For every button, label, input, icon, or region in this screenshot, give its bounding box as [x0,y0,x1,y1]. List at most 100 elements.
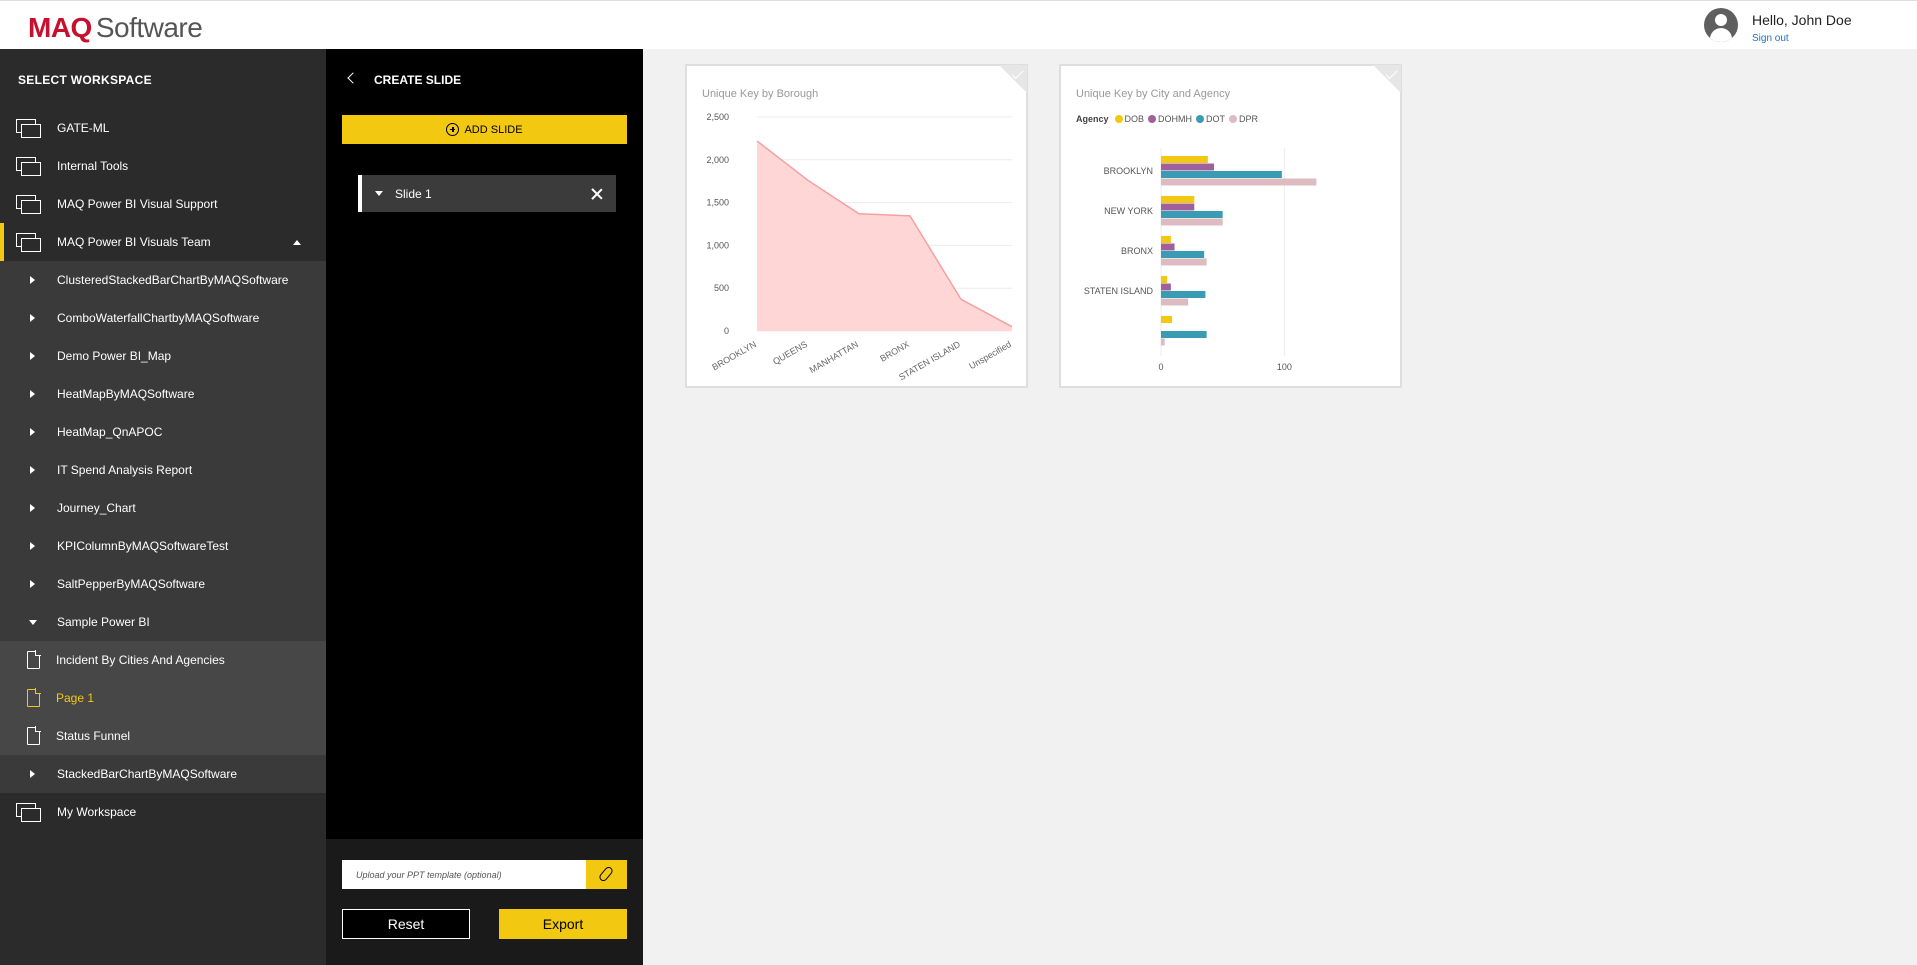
legend-item[interactable]: DOB [1114,114,1144,124]
chevron-right-icon[interactable] [30,580,35,588]
sidebar-item-page[interactable]: Incident By Cities And Agencies [0,641,326,679]
visual-card-borough[interactable]: Unique Key by Borough 0 500 1,000 1,500 2,00… [685,64,1028,388]
add-slide-button[interactable]: ADD SLIDE [342,115,627,144]
create-slide-panel: CREATE SLIDE ADD SLIDE Slide 1 Reset Exp… [326,49,643,965]
legend-item[interactable]: DOHMH [1148,114,1192,124]
chevron-right-icon[interactable] [30,352,35,360]
area-line [756,140,1013,328]
plus-circle-icon [446,123,460,136]
sidebar-item-report[interactable]: StackedBarChartByMAQSoftware [0,755,326,793]
card-select-corner[interactable] [1373,65,1401,93]
maq-software-logo: MAQ Software [28,12,203,44]
sidebar-item-report[interactable]: HeatMap_QnAPOC [0,413,326,451]
chevron-right-icon[interactable] [30,390,35,398]
sidebar-item-label: GATE-ML [57,121,110,135]
panel-title: CREATE SLIDE [374,73,462,87]
sidebar-item-label: ComboWaterfallChartbyMAQSoftware [57,311,260,325]
sidebar-item-report[interactable]: Sample Power BI [0,603,326,641]
sidebar-item-label: Demo Power BI_Map [57,349,172,363]
sidebar-item-workspace[interactable]: GATE-ML [0,109,326,147]
y-tick-label: 500 [714,283,729,293]
sidebar-item-workspace[interactable]: MAQ Power BI Visuals Team [0,223,326,261]
chevron-right-icon[interactable] [30,314,35,322]
workspace-sidebar: SELECT WORKSPACE GATE-ML Internal Tools MA… [0,49,326,965]
chevron-right-icon[interactable] [30,276,35,284]
x-tick-label: Unspecified [967,339,1013,371]
visual-card-city-agency[interactable]: Unique Key by City and Agency Agency DOB… [1059,64,1402,388]
reset-button[interactable]: Reset [342,909,470,939]
ppt-template-input[interactable] [342,860,586,889]
sidebar-item-label: Status Funnel [56,729,131,743]
sidebar-item-label: Sample Power BI [57,615,150,629]
user-avatar-icon[interactable] [1704,8,1738,42]
y-category-label: NEW YORK [1104,206,1153,216]
app-header: MAQ Software Hello, John Doe Sign out [0,0,1917,49]
bar [1161,218,1223,226]
legend-title: Agency [1076,114,1109,124]
bar [1161,276,1168,283]
chevron-down-icon[interactable] [29,620,37,625]
legend-item[interactable]: DPR [1229,114,1258,124]
legend-swatch [1229,115,1238,123]
attach-template-button[interactable] [586,860,627,889]
legend-swatch [1196,115,1205,123]
bar [1161,251,1205,258]
chevron-right-icon[interactable] [30,428,35,436]
sidebar-item-label: Internal Tools [57,159,129,173]
sidebar-item-label: MAQ Power BI Visual Support [57,197,218,211]
chevron-up-icon[interactable] [293,240,301,245]
chevron-right-icon[interactable] [30,542,35,550]
chevron-right-icon[interactable] [30,466,35,474]
area-fill [757,140,1012,331]
sidebar-item-report[interactable]: IT Spend Analysis Report [0,451,326,489]
legend-label: DOHMH [1158,114,1193,124]
y-category-label: BRONX [1121,246,1153,256]
slide-label: Slide 1 [395,187,432,201]
y-tick-label: 1,000 [706,240,729,250]
sign-out-link[interactable]: Sign out [1752,33,1789,44]
sidebar-item-workspace[interactable]: Internal Tools [0,147,326,185]
x-tick-label: 0 [1158,362,1163,372]
back-chevron-icon[interactable] [347,72,359,84]
panel-footer: Reset Export [326,839,643,965]
card-select-corner[interactable] [999,65,1027,93]
sidebar-item-label: StackedBarChartByMAQSoftware [57,767,238,781]
x-tick-label: QUEENS [771,339,809,367]
sidebar-item-report[interactable]: ComboWaterfallChartbyMAQSoftware [0,299,326,337]
export-button[interactable]: Export [499,909,627,939]
bar [1161,316,1173,323]
sidebar-item-label: Journey_Chart [57,501,136,515]
legend-item[interactable]: DOT [1196,114,1225,124]
sidebar-item-report[interactable]: ClusteredStackedBarChartByMAQSoftware [0,261,326,299]
sidebar-item-workspace[interactable]: My Workspace [0,793,326,831]
sidebar-item-label: Page 1 [56,691,95,705]
sidebar-item-report[interactable]: Journey_Chart [0,489,326,527]
sidebar-item-workspace[interactable]: MAQ Power BI Visual Support [0,185,326,223]
slide-item[interactable]: Slide 1 [358,175,616,212]
bar [1161,291,1206,298]
logo-rest: Software [95,12,203,43]
close-icon[interactable] [591,188,603,200]
chevron-right-icon[interactable] [30,504,35,512]
bar [1161,171,1282,178]
sidebar-item-page[interactable]: Status Funnel [0,717,326,755]
sidebar-item-report[interactable]: KPIColumnByMAQSoftwareTest [0,527,326,565]
sidebar-item-report[interactable]: SaltPepperByMAQSoftware [0,565,326,603]
workspace-icon [16,803,42,822]
bar [1161,211,1223,218]
y-tick-label: 1,500 [706,198,729,208]
workspace-icon [16,119,42,138]
chevron-down-icon[interactable] [375,191,383,196]
workspace-icon [16,233,42,252]
sidebar-item-report[interactable]: Demo Power BI_Map [0,337,326,375]
selected-indicator [0,223,4,261]
area-chart: 0 500 1,000 1,500 2,000 2,500 BROOKLYN QUEENSMA… [706,112,1013,382]
bar [1161,203,1195,211]
sidebar-item-report[interactable]: HeatMapByMAQSoftware [0,375,326,413]
chart-legend: Agency DOB DOHMH DOT DPR [1076,114,1262,124]
bar [1161,283,1171,291]
sidebar-title: SELECT WORKSPACE [18,73,152,87]
sidebar-item-page[interactable]: Page 1 [0,679,326,717]
chevron-right-icon[interactable] [30,770,35,778]
page-icon [27,650,41,669]
